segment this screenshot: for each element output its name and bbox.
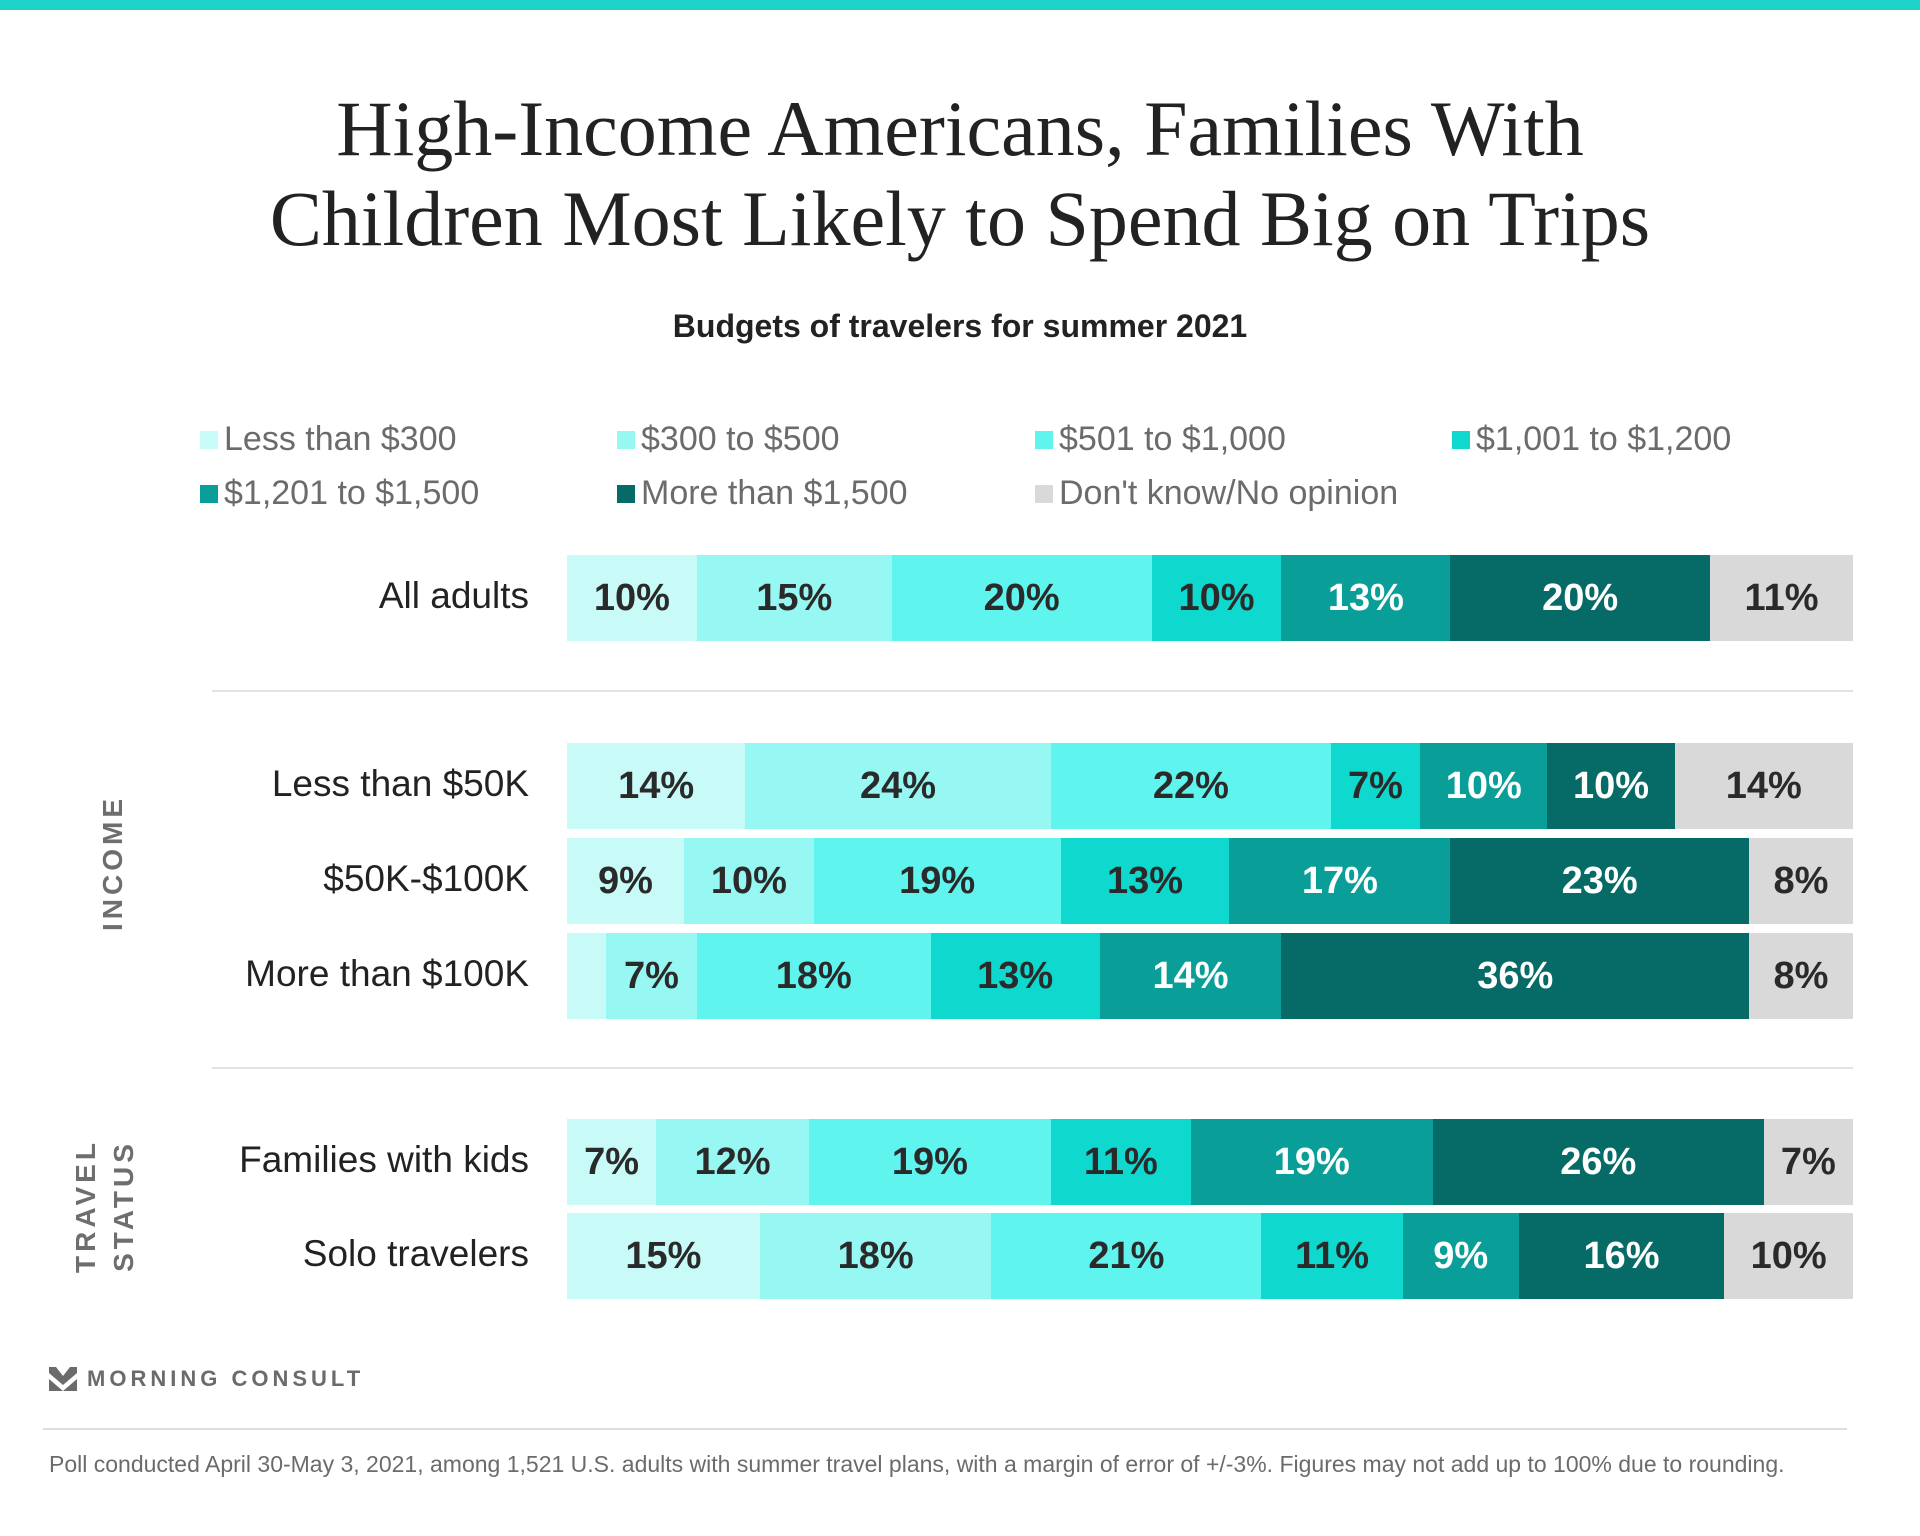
stacked-bar: 15% 18% 21% 11% 9% 16% 10% — [567, 1213, 1853, 1299]
bar-segment: 19% — [808, 1119, 1051, 1205]
bar-segment: 10% — [567, 555, 697, 641]
bar-segment: 17% — [1229, 838, 1451, 924]
bar-segment: 20% — [891, 555, 1152, 641]
legend-label: More than $1,500 — [641, 474, 908, 512]
bar-segment: 7% — [567, 1119, 657, 1205]
row-label: Less than $50K — [271, 763, 529, 804]
legend-item: $501 to $1,000 — [1035, 420, 1286, 459]
bar-segment: 18% — [759, 1213, 992, 1299]
footer-divider — [43, 1428, 1847, 1430]
bar-segment: 26% — [1432, 1119, 1764, 1205]
footer-note: Poll conducted April 30-May 3, 2021, amo… — [49, 1451, 1785, 1477]
bar-segment: 16% — [1518, 1213, 1725, 1299]
bar-segment: 14% — [567, 743, 746, 829]
bar-segment: 11% — [1710, 555, 1853, 641]
row-label: All adults — [378, 575, 529, 616]
bar-segment: 10% — [683, 838, 814, 924]
bar-segment: 14% — [1099, 933, 1282, 1019]
row-label: Solo travelers — [302, 1233, 529, 1274]
group-label-line: STATUS — [108, 1140, 139, 1272]
legend-item: $1,201 to $1,500 — [200, 474, 479, 513]
brand-name: MORNING CONSULT — [87, 1366, 365, 1391]
legend-swatch — [200, 484, 218, 503]
legend-label: $300 to $500 — [641, 420, 840, 458]
morning-consult-m-icon — [49, 1367, 77, 1391]
legend-label: $1,001 to $1,200 — [1476, 420, 1732, 458]
bar-segment: 19% — [1190, 1119, 1433, 1205]
bar-segment: 18% — [696, 933, 931, 1019]
legend-swatch — [1452, 430, 1470, 449]
chart-subtitle: Budgets of travelers for summer 2021 — [672, 308, 1248, 344]
stacked-bar: 9% 10% 19% 13% 17% 23% 8% — [567, 838, 1853, 924]
bar-segment: 8% — [1749, 933, 1853, 1019]
row-label: Families with kids — [239, 1139, 529, 1180]
legend-item: Don't know/No opinion — [1035, 474, 1398, 513]
stacked-bar: 10% 15% 20% 10% 13% 20% 11% — [567, 555, 1853, 641]
bar-segment: 20% — [1450, 555, 1711, 641]
stacked-bar: 7% 12% 19% 11% 19% 26% 7% — [567, 1119, 1853, 1205]
legend-label: Less than $300 — [224, 420, 457, 458]
legend-item: $300 to $500 — [617, 420, 840, 459]
bar-segment: 10% — [1420, 743, 1548, 829]
legend-label: Don't know/No opinion — [1059, 474, 1399, 512]
bar-segment: 10% — [1151, 555, 1282, 641]
bar-segment: 14% — [1674, 743, 1853, 829]
chart-title-line-2: Children Most Likely to Spend Big on Tri… — [269, 175, 1651, 262]
bar-segment: 21% — [991, 1213, 1262, 1299]
bar-segment: 36% — [1281, 933, 1750, 1019]
stacked-bar: 7% 18% 13% 14% 36% 8% — [567, 933, 1853, 1019]
group-label-line: TRAVEL — [70, 1139, 101, 1273]
bar-segment: 15% — [567, 1213, 760, 1299]
group-label-travel-status: TRAVEL STATUS — [67, 1096, 143, 1316]
bar-segment: 7% — [1763, 1119, 1853, 1205]
legend-item: $1,001 to $1,200 — [1452, 420, 1731, 459]
legend-label: $501 to $1,000 — [1059, 420, 1286, 458]
bar-segment: 23% — [1450, 838, 1750, 924]
legend-swatch — [1035, 430, 1053, 449]
row-label: $50K-$100K — [323, 858, 529, 899]
bar-segment — [567, 933, 606, 1019]
bar-segment: 13% — [930, 933, 1100, 1019]
group-label-income: INCOME — [97, 795, 128, 931]
legend-swatch — [617, 430, 635, 449]
legend-swatch — [617, 484, 635, 503]
bar-segment: 24% — [745, 743, 1051, 829]
stacked-bar: 14% 24% 22% 7% 10% 10% 14% — [567, 743, 1853, 829]
legend-swatch — [1035, 484, 1053, 503]
bar-segment: 19% — [813, 838, 1061, 924]
chart-title-line-1: High-Income Americans, Families With — [336, 85, 1584, 172]
bar-segment: 13% — [1281, 555, 1451, 641]
bar-segment: 10% — [1547, 743, 1675, 829]
bar-segment: 11% — [1050, 1119, 1191, 1205]
row-label: More than $100K — [245, 953, 529, 994]
legend-label: $1,201 to $1,500 — [224, 474, 480, 512]
legend-swatch — [200, 430, 218, 449]
group-divider — [212, 690, 1853, 692]
bar-segment: 22% — [1050, 743, 1331, 829]
group-divider — [212, 1067, 1853, 1069]
bar-segment: 7% — [605, 933, 697, 1019]
bar-segment: 11% — [1261, 1213, 1403, 1299]
top-accent-stripe — [0, 0, 1920, 10]
morning-consult-logo: MORNING CONSULT — [49, 1366, 364, 1392]
bar-segment: 7% — [1330, 743, 1421, 829]
bar-segment: 12% — [656, 1119, 809, 1205]
bar-segment: 13% — [1060, 838, 1230, 924]
bar-segment: 8% — [1749, 838, 1853, 924]
legend-item: More than $1,500 — [617, 474, 908, 513]
bar-segment: 9% — [567, 838, 684, 924]
bar-segment: 10% — [1724, 1213, 1853, 1299]
bar-segment: 9% — [1402, 1213, 1519, 1299]
bar-segment: 15% — [696, 555, 892, 641]
legend-item: Less than $300 — [200, 420, 457, 459]
